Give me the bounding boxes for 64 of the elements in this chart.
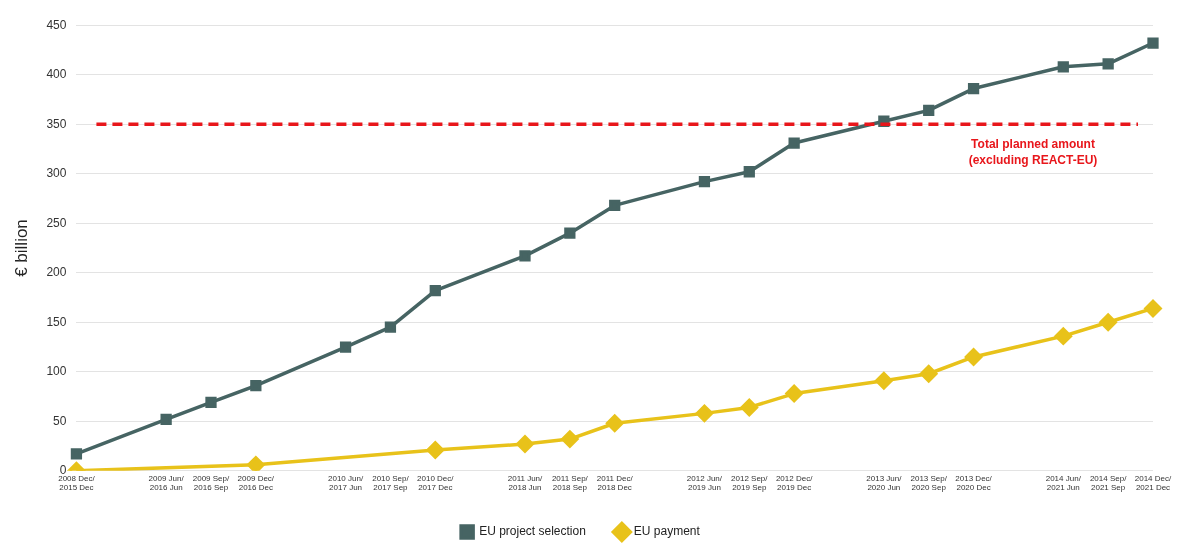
point xyxy=(743,166,755,178)
x-tick-label: 2010 Jun/ 2017 Jun xyxy=(328,473,364,493)
point xyxy=(564,227,576,239)
x-tick-label: 2010 Sep/ 2017 Sep xyxy=(372,473,410,493)
x-tick-label: 2014 Dec/ 2021 Dec xyxy=(1134,473,1173,493)
point xyxy=(967,82,980,95)
x-tick-label: 2009 Sep/ 2016 Sep xyxy=(192,473,231,493)
x-tick-label: 2013 Sep/ 2020 Sep xyxy=(910,473,948,493)
point xyxy=(785,384,803,403)
y-tick-label: 300 xyxy=(46,166,67,181)
x-tick-label: 2009 Dec/ 2016 Dec xyxy=(237,473,275,493)
point xyxy=(516,435,534,453)
point xyxy=(964,348,983,366)
point xyxy=(1057,61,1069,73)
point xyxy=(919,365,938,383)
point xyxy=(160,413,172,425)
point xyxy=(519,250,531,262)
point xyxy=(561,430,579,448)
point xyxy=(698,176,711,188)
y-tick-label: 150 xyxy=(46,314,67,329)
x-tick-label: 2014 Jun/ 2021 Jun xyxy=(1045,473,1082,493)
legend-label: EU payment xyxy=(633,524,701,539)
point xyxy=(1102,58,1114,70)
x-tick-label: 2012 Jun/ 2019 Jun xyxy=(686,473,723,493)
point xyxy=(1099,313,1117,332)
point xyxy=(429,284,441,297)
point xyxy=(247,456,265,471)
y-tick-label: 200 xyxy=(46,265,67,280)
point xyxy=(605,414,624,433)
y-tick-label: 450 xyxy=(46,17,67,32)
y-tick-label: 350 xyxy=(46,116,67,131)
x-tick-label: 2010 Dec/ 2017 Dec xyxy=(417,473,455,493)
point xyxy=(1054,327,1073,345)
point xyxy=(788,137,800,149)
x-tick-label: 2008 Dec/ 2015 Dec xyxy=(58,473,96,493)
point xyxy=(1144,299,1162,318)
y-tick-label: 100 xyxy=(46,364,67,379)
y-tick-label: 50 xyxy=(53,413,67,428)
point xyxy=(426,441,445,459)
x-tick-label: 2011 Jun/ 2018 Jun xyxy=(507,473,544,493)
ref-line-label: Total planned amount (excluding REACT-EU) xyxy=(968,136,1098,167)
point xyxy=(923,104,935,116)
point xyxy=(695,404,714,423)
point xyxy=(384,321,397,333)
point xyxy=(740,398,759,417)
x-tick-label: 2013 Jun/ 2020 Jun xyxy=(866,473,903,493)
y-axis-title: € billion xyxy=(11,219,31,277)
x-tick-label: 2011 Dec/ 2018 Dec xyxy=(596,473,634,493)
point xyxy=(609,199,621,212)
x-tick-label: 2012 Sep/ 2019 Sep xyxy=(731,473,769,493)
point xyxy=(70,448,83,460)
point xyxy=(250,380,262,392)
point xyxy=(205,396,217,409)
x-tick-label: 2009 Jun/ 2016 Jun xyxy=(148,473,185,493)
point xyxy=(875,371,893,390)
x-tick-label: 2013 Dec/ 2020 Dec xyxy=(955,473,993,493)
point xyxy=(1147,37,1159,49)
x-tick-label: 2014 Sep/ 2021 Sep xyxy=(1089,473,1128,493)
point xyxy=(339,341,352,353)
y-tick-label: 250 xyxy=(46,215,67,230)
x-tick-label: 2011 Sep/ 2018 Sep xyxy=(551,473,589,493)
y-tick-label: 400 xyxy=(46,67,67,82)
legend-label: EU project selection xyxy=(479,524,586,539)
x-tick-label: 2012 Dec/ 2019 Dec xyxy=(775,473,814,493)
